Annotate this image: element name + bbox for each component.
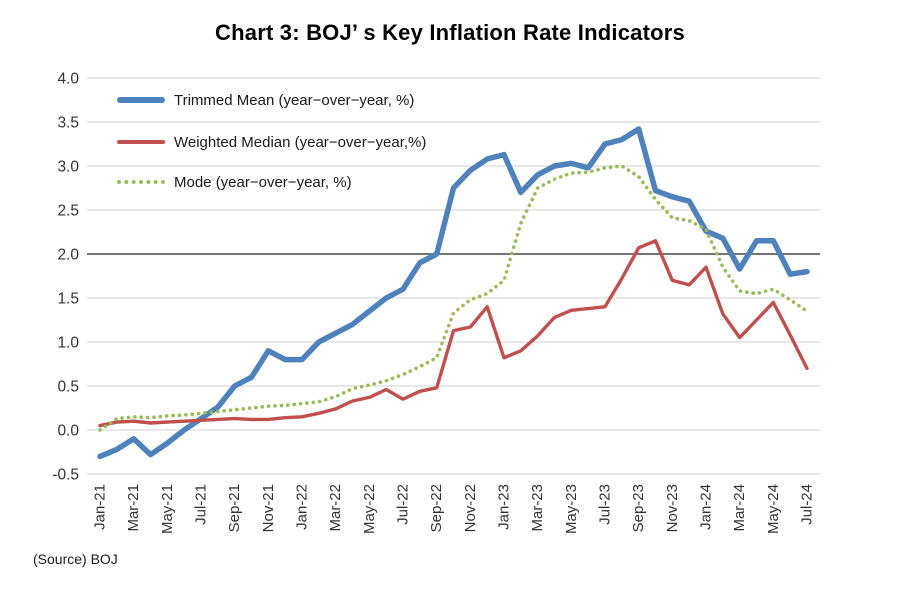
y-axis-tick-label: 0.5 (57, 379, 79, 396)
y-axis-tick-label: 3.5 (57, 115, 79, 132)
x-axis-tick-label: Nov-23 (664, 484, 681, 532)
x-axis-tick-label: Mar-23 (529, 484, 546, 532)
x-axis-tick-label: May-23 (563, 484, 580, 534)
x-axis-tick-label: Jul-21 (192, 484, 209, 525)
x-axis-tick-label: Jan-22 (293, 484, 310, 530)
legend-item-mode: Mode (year−over−year, %) (117, 172, 352, 192)
y-axis-tick-label: 3.0 (57, 159, 79, 176)
x-axis-tick-label: Nov-22 (462, 484, 479, 532)
x-axis-tick-label: Sep-23 (630, 484, 647, 532)
x-axis-tick-label: May-22 (361, 484, 378, 534)
y-axis-tick-label: 1.5 (57, 291, 79, 308)
y-axis-tick-label: 2.5 (57, 203, 79, 220)
x-axis-tick-label: Jul-23 (596, 484, 613, 525)
mode-line (98, 164, 809, 432)
legend-item-trimmed-mean: Trimmed Mean (year−over−year, %) (117, 90, 414, 110)
weighted-median-line (98, 239, 809, 428)
x-axis-tick-label: Jan-21 (92, 484, 109, 530)
legend-item-weighted-median: Weighted Median (year−over−year,%) (117, 132, 426, 152)
legend-label-trimmed-mean: Trimmed Mean (year−over−year, %) (174, 91, 415, 109)
x-axis-tick-label: Jul-22 (394, 484, 411, 525)
y-axis-tick-label: 0.0 (57, 423, 79, 440)
x-axis-tick-label: May-24 (765, 484, 782, 534)
x-axis-tick-label: Nov-21 (260, 484, 277, 532)
trimmed-mean-line-swatch-icon (117, 97, 165, 103)
trimmed-mean-line (97, 126, 810, 460)
weighted-median-line-swatch-icon (117, 140, 165, 144)
x-axis-tick-label: Mar-24 (731, 484, 748, 532)
y-axis-tick-label: 1.0 (57, 335, 79, 352)
x-axis-tick-label: May-21 (159, 484, 176, 534)
y-axis-tick-label: 4.0 (57, 71, 79, 88)
x-axis-tick-label: Sep-22 (428, 484, 445, 532)
x-axis-tick-label: Mar-21 (125, 484, 142, 532)
y-axis-tick-label: 2.0 (57, 247, 79, 264)
x-axis-tick-label: Sep-21 (226, 484, 243, 532)
legend-label-weighted-median: Weighted Median (year−over−year,%) (174, 133, 427, 151)
chart-title: Chart 3: BOJ’ s Key Inflation Rate Indic… (215, 20, 685, 45)
mode-line-swatch-icon (117, 180, 165, 184)
x-axis-tick-label: Jan-24 (697, 484, 714, 530)
x-axis-tick-label: Jan-23 (495, 484, 512, 530)
legend-label-mode: Mode (year−over−year, %) (174, 173, 352, 191)
y-axis-tick-label: -0.5 (52, 467, 79, 484)
source-note: (Source) BOJ (33, 551, 118, 567)
x-axis-tick-label: Mar-22 (327, 484, 344, 532)
x-axis-tick-label: Jul-24 (798, 484, 815, 525)
